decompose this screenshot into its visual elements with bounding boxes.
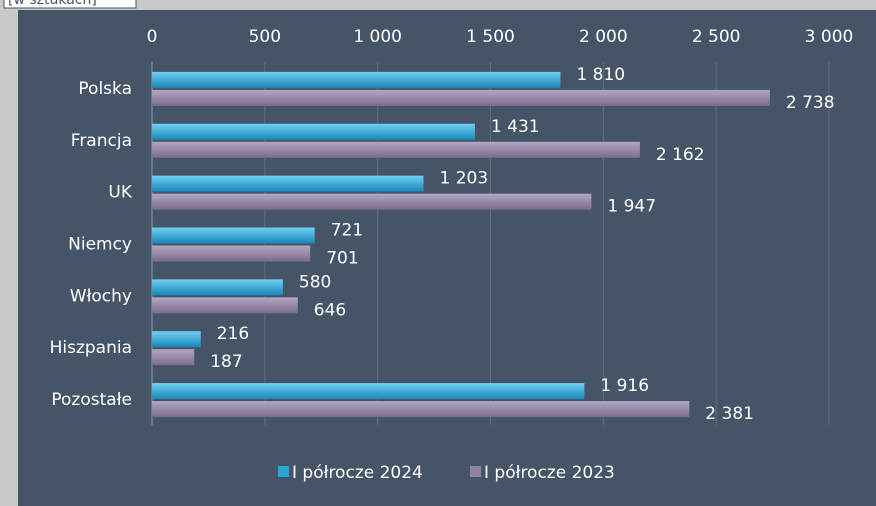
y-tick-label: Niemcy [68, 235, 132, 255]
value-label: 2 162 [656, 145, 705, 165]
y-tick-label: UK [108, 183, 132, 203]
bar [152, 297, 298, 314]
value-label: 646 [314, 300, 346, 320]
value-label: 1 203 [439, 169, 488, 189]
x-tick-label: 1 500 [466, 27, 515, 47]
bar [152, 331, 201, 348]
y-tick-label: Polska [78, 79, 132, 99]
value-label: 1 916 [600, 376, 649, 396]
y-tick-label: Francja [71, 131, 132, 151]
x-tick-label: 0 [147, 27, 158, 47]
bar [152, 383, 585, 400]
bar [152, 279, 283, 296]
x-tick-label: 500 [249, 27, 281, 47]
value-label: 216 [217, 324, 249, 344]
bar [152, 245, 311, 262]
x-tick-label: 3 000 [805, 27, 854, 47]
value-label: 2 738 [786, 93, 835, 113]
subtitle: [w sztukach] [8, 0, 97, 8]
bar [152, 401, 690, 418]
bar [152, 71, 561, 88]
x-tick-label: 2 500 [692, 27, 741, 47]
x-tick-label: 2 000 [579, 27, 628, 47]
bar [152, 193, 592, 210]
bar [152, 141, 640, 158]
legend-label: I półrocze 2024 [292, 463, 423, 483]
value-label: 580 [299, 272, 331, 292]
value-label: 1 431 [491, 117, 540, 137]
y-tick-label: Pozostałe [51, 390, 132, 410]
value-label: 1 947 [607, 197, 656, 217]
value-label: 1 810 [576, 65, 625, 85]
bar [152, 227, 315, 244]
x-tick-label: 1 000 [353, 27, 402, 47]
legend-swatch [278, 466, 289, 477]
note-box [3, 0, 137, 9]
bar [152, 175, 424, 192]
bar [152, 89, 770, 106]
value-label: 721 [331, 221, 363, 241]
legend-swatch [470, 466, 481, 477]
value-label: 187 [210, 352, 242, 372]
legend-label: I półrocze 2023 [484, 463, 615, 483]
value-label: 2 381 [705, 404, 754, 424]
y-tick-label: Włochy [70, 286, 132, 306]
value-label: 701 [326, 249, 358, 269]
bar [152, 123, 475, 140]
bar [152, 349, 195, 366]
y-tick-label: Hiszpania [50, 338, 132, 358]
